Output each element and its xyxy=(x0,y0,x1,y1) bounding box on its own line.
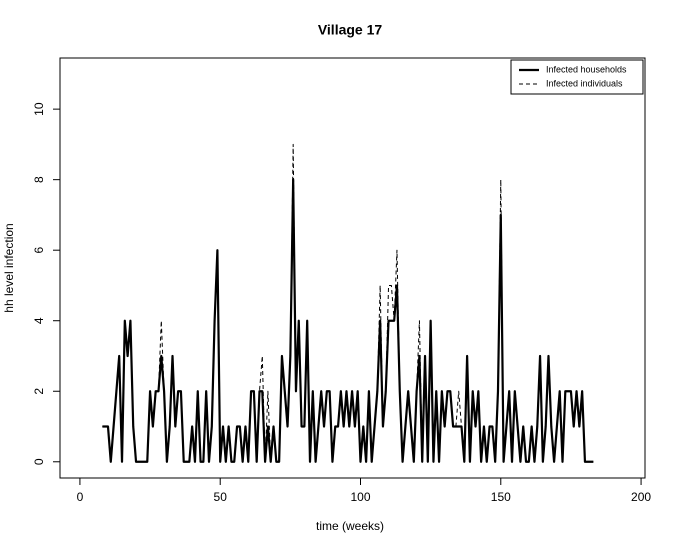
chart-title: Village 17 xyxy=(318,22,383,38)
x-tick-label: 200 xyxy=(631,490,651,504)
series-line xyxy=(102,178,594,463)
y-tick-label: 10 xyxy=(32,102,46,116)
x-tick-label: 0 xyxy=(77,490,84,504)
y-tick-label: 8 xyxy=(32,176,46,183)
y-axis-label: hh level infection xyxy=(2,223,16,312)
y-tick-label: 0 xyxy=(32,458,46,465)
legend-box xyxy=(510,59,644,95)
y-tick-label: 6 xyxy=(32,247,46,254)
legend-label: Infected individuals xyxy=(546,78,623,88)
x-tick-label: 150 xyxy=(491,490,511,504)
y-tick-label: 2 xyxy=(32,388,46,395)
y-tick-label: 4 xyxy=(32,317,46,324)
x-axis-label: time (weeks) xyxy=(316,519,384,533)
x-tick-label: 100 xyxy=(350,490,370,504)
legend-label: Infected households xyxy=(546,64,627,74)
x-tick-label: 50 xyxy=(214,490,228,504)
